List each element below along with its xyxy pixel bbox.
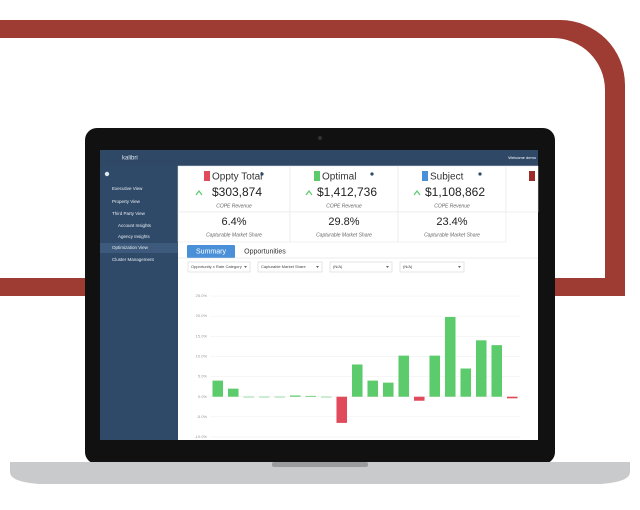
tab[interactable]: Summary <box>196 248 226 255</box>
card-caption: Capturable Market Share <box>316 232 372 238</box>
nav-active <box>100 243 178 253</box>
card-share: 23.4% <box>436 216 467 228</box>
dropdown-caret <box>458 266 461 268</box>
bar <box>212 380 224 397</box>
nav-item[interactable]: Agency Insights <box>118 234 151 239</box>
card-value: $1,412,736 <box>317 185 377 199</box>
nav-item[interactable]: Executive View <box>112 186 143 191</box>
dropdown-label: (N/A) <box>333 264 343 269</box>
card-swatch <box>314 171 320 181</box>
laptop-notch <box>272 462 368 467</box>
card-share: 6.4% <box>221 216 246 228</box>
card-swatch <box>422 171 428 181</box>
bar <box>413 396 425 401</box>
bar <box>444 316 456 397</box>
bar <box>289 395 301 397</box>
dropdown[interactable] <box>399 261 465 273</box>
info-icon <box>370 172 374 176</box>
y-tick-label: -10.0% <box>194 434 207 439</box>
card-value: $1,108,862 <box>425 185 485 199</box>
sidebar <box>100 166 178 440</box>
dropdown[interactable] <box>257 261 323 273</box>
card-caption: COPE Revenue <box>434 203 470 209</box>
bar <box>491 345 503 397</box>
bar <box>227 388 239 397</box>
dropdown[interactable] <box>187 261 251 273</box>
bar <box>351 364 363 397</box>
welcome: Welcome demo <box>508 155 536 160</box>
dropdown-label: Capturable Market Share <box>261 264 306 269</box>
y-tick-label: 0.0% <box>198 394 208 399</box>
bar <box>367 380 379 397</box>
y-tick-label: 5.0% <box>198 374 208 379</box>
tab-active[interactable] <box>187 245 235 258</box>
cards: Oppty Total $303,874 COPE Revenue 6.4% Captu… <box>177 165 539 243</box>
card-title: Subject <box>430 172 464 183</box>
card-share: 29.8% <box>328 216 359 228</box>
card-caption: COPE Revenue <box>216 203 252 209</box>
y-tick-label: 20.0% <box>196 313 208 318</box>
bar <box>460 368 472 397</box>
logo: kalibri <box>122 156 138 162</box>
filters: Opportunity x Rate Category Capturable Ma… <box>187 261 465 273</box>
camera <box>318 136 322 140</box>
dropdown[interactable] <box>329 261 393 273</box>
chart: -10.0% -5.0% 0.0% 5.0% 10.0% 15.0% 20.0% 25.0% <box>194 293 520 439</box>
y-tick-label: 15.0% <box>196 333 208 338</box>
card-swatch <box>204 171 210 181</box>
bar <box>305 395 317 397</box>
sidebar-icon <box>104 171 110 177</box>
info-icon <box>260 172 264 176</box>
bar <box>320 396 332 398</box>
card <box>289 165 399 213</box>
card <box>397 211 507 243</box>
dropdown-label: Opportunity x Rate Category <box>191 264 242 269</box>
nav-item[interactable]: Third Party View <box>112 211 146 216</box>
laptop-base <box>10 462 630 484</box>
nav-item[interactable]: Optimization View <box>112 245 149 250</box>
bar <box>429 355 441 397</box>
bar <box>475 340 487 397</box>
bar <box>382 382 394 397</box>
bar <box>258 396 270 398</box>
up-arrow <box>195 190 203 196</box>
info-icon <box>478 172 482 176</box>
y-tick-label: 25.0% <box>196 293 208 298</box>
card-caption: COPE Revenue <box>326 203 362 209</box>
card-title: Oppty Total <box>212 172 262 183</box>
nav-item[interactable]: Cluster Management <box>112 257 155 262</box>
nav-item[interactable]: Property View <box>112 199 141 204</box>
up-arrow <box>305 190 313 196</box>
dropdown-caret <box>386 266 389 268</box>
bar <box>274 396 286 398</box>
bar <box>243 396 255 398</box>
card <box>177 211 291 243</box>
y-tick-label: -5.0% <box>197 414 208 419</box>
bar <box>336 396 348 423</box>
card-caption: Capturable Market Share <box>424 232 480 238</box>
y-tick-label: 10.0% <box>196 353 208 358</box>
tab[interactable]: Opportunities <box>244 248 286 255</box>
card-value: $303,874 <box>212 185 262 199</box>
card-title: Optimal <box>322 172 356 183</box>
card-swatch <box>529 171 535 181</box>
bar <box>398 355 410 397</box>
up-arrow <box>413 190 421 196</box>
top-bar <box>100 150 538 166</box>
dropdown-caret <box>316 266 319 268</box>
dropdown-label: (N/A) <box>403 264 413 269</box>
card <box>289 211 399 243</box>
card-caption: Capturable Market Share <box>206 232 262 238</box>
dropdown-caret <box>244 266 247 268</box>
bar <box>506 396 518 399</box>
nav-item[interactable]: Account Insights <box>118 223 152 228</box>
